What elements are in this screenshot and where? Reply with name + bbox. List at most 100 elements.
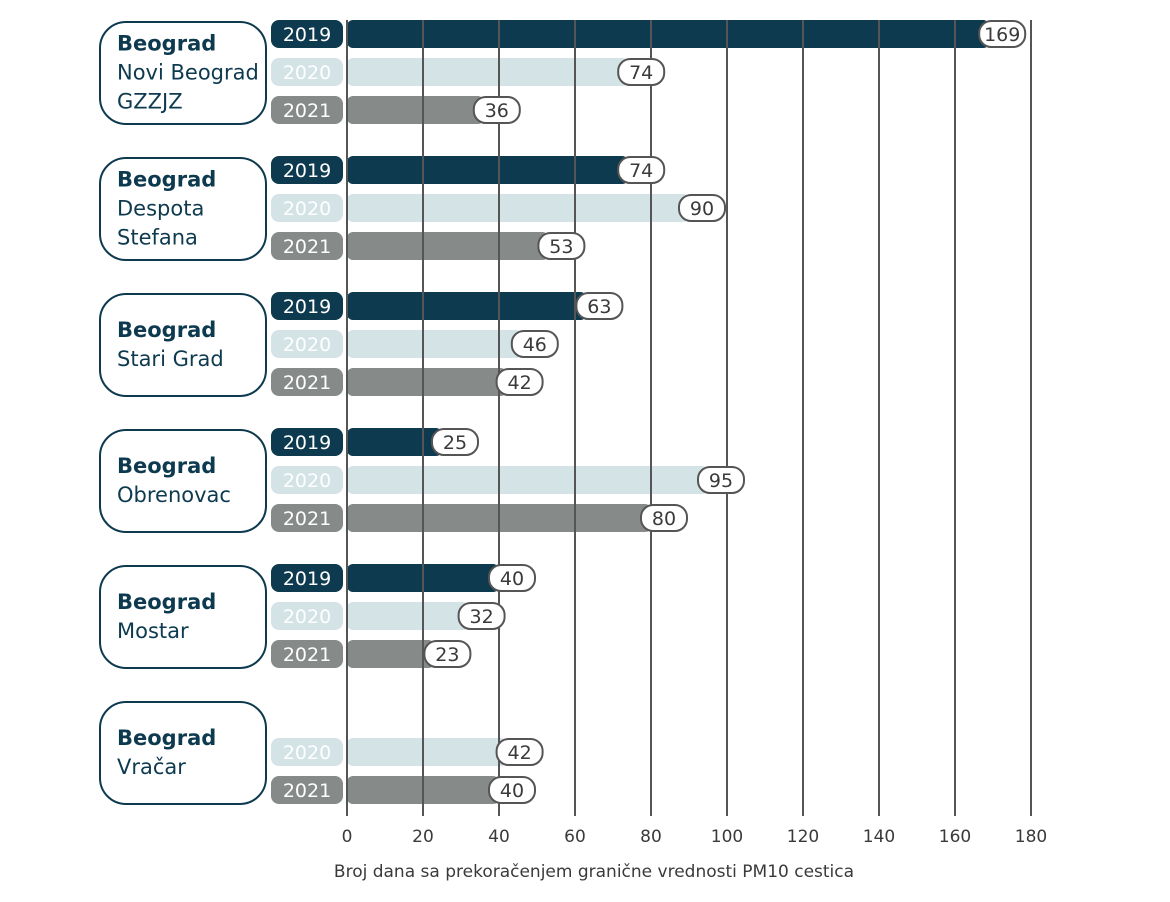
value-label: 23 [435, 644, 459, 666]
x-tick-label: 180 [1015, 827, 1047, 847]
year-pill-2020 [271, 58, 343, 86]
year-label-2021: 2021 [283, 100, 331, 122]
value-label-box [697, 466, 745, 494]
station-label-box [99, 429, 267, 533]
x-tick-label: 80 [640, 827, 662, 847]
bar-2019 [347, 20, 990, 48]
year-pill-2019 [271, 156, 343, 184]
x-tick-label: 100 [711, 827, 743, 847]
bar-2021 [347, 368, 507, 396]
value-label-box [495, 738, 544, 766]
value-label-box [678, 194, 726, 222]
value-label-box [510, 330, 559, 358]
value-label: 40 [500, 568, 524, 590]
station-name-line: Vračar [117, 755, 186, 779]
value-label-box [537, 232, 586, 260]
year-pill-2019 [271, 20, 343, 48]
year-pill-2019 [271, 428, 343, 456]
station-label-box [99, 293, 267, 397]
value-label: 169 [984, 24, 1020, 46]
value-label: 42 [508, 742, 532, 764]
value-label-box [423, 640, 472, 668]
year-pill-2021 [271, 232, 343, 260]
year-label-2019: 2019 [283, 296, 331, 318]
labels-layer: Beograd Novi Beograd GZZJZ 2019 169 2020 74 202… [99, 20, 1027, 805]
bar-2019 [347, 292, 587, 320]
value-label: 40 [500, 780, 524, 802]
value-label: 53 [549, 236, 573, 258]
value-label: 25 [443, 432, 467, 454]
bar-2020 [347, 194, 689, 222]
station-city-label: Beograd [117, 590, 216, 614]
x-tick-label: 20 [412, 827, 434, 847]
year-label-2020: 2020 [283, 742, 331, 764]
value-label: 80 [652, 508, 676, 530]
value-label: 42 [508, 372, 532, 394]
bar-2019 [347, 156, 629, 184]
station-name-line: Despota [117, 197, 204, 221]
year-label-2020: 2020 [283, 62, 331, 84]
bar-2021 [347, 232, 549, 260]
year-label-2020: 2020 [283, 606, 331, 628]
year-label-2019: 2019 [283, 24, 331, 46]
value-label: 36 [485, 100, 509, 122]
value-label-box [575, 292, 624, 320]
value-label-box [488, 776, 536, 804]
year-pill-2020 [271, 466, 343, 494]
year-label-2021: 2021 [283, 236, 331, 258]
x-tick-label: 60 [564, 827, 586, 847]
x-tick-label: 160 [939, 827, 971, 847]
bar-2020 [347, 602, 469, 630]
value-label: 32 [470, 606, 494, 628]
year-pill-2020 [271, 194, 343, 222]
value-label-box [617, 58, 666, 86]
station-name-line: Stefana [117, 226, 198, 250]
value-label-box [431, 428, 479, 456]
year-pill-2021 [271, 368, 343, 396]
value-label-box [488, 564, 536, 592]
value-label: 63 [587, 296, 611, 318]
value-label-box [495, 368, 544, 396]
year-pill-2019 [271, 292, 343, 320]
year-pill-2020 [271, 602, 343, 630]
station-label-box [99, 701, 267, 805]
bar-2020 [347, 466, 708, 494]
year-label-2021: 2021 [283, 644, 331, 666]
station-city-label: Beograd [117, 318, 216, 342]
station-label-box [99, 157, 267, 261]
station-city-label: Beograd [117, 32, 216, 56]
bar-2019 [347, 428, 442, 456]
bar-2020 [347, 330, 522, 358]
year-pill-2021 [271, 504, 343, 532]
station-name-line: Stari Grad [117, 347, 224, 371]
value-label-box [457, 602, 506, 630]
year-label-2021: 2021 [283, 372, 331, 394]
station-city-label: Beograd [117, 168, 216, 192]
value-label: 95 [709, 470, 733, 492]
bar-2020 [347, 58, 629, 86]
station-name-line: Obrenovac [117, 483, 231, 507]
grid-layer [346, 20, 1032, 816]
year-label-2020: 2020 [283, 198, 331, 220]
axis-layer: 0 20 40 60 80 100 120 140 160 180 Broj dana sa pre… [334, 827, 1047, 882]
value-label: 74 [629, 62, 653, 84]
x-tick-label: 140 [863, 827, 895, 847]
value-label: 74 [629, 160, 653, 182]
bar-2021 [347, 96, 484, 124]
station-city-label: Beograd [117, 454, 216, 478]
value-label: 90 [690, 198, 714, 220]
value-label-box [640, 504, 688, 532]
year-label-2019: 2019 [283, 432, 331, 454]
year-pill-2021 [271, 776, 343, 804]
year-label-2020: 2020 [283, 470, 331, 492]
year-label-2021: 2021 [283, 508, 331, 530]
x-tick-label: 0 [342, 827, 353, 847]
value-label-box [472, 96, 521, 124]
station-name-line: Mostar [117, 619, 189, 643]
bars-layer [271, 20, 990, 804]
station-label-box [99, 21, 267, 125]
station-city-label: Beograd [117, 726, 216, 750]
value-label-box [617, 156, 666, 184]
